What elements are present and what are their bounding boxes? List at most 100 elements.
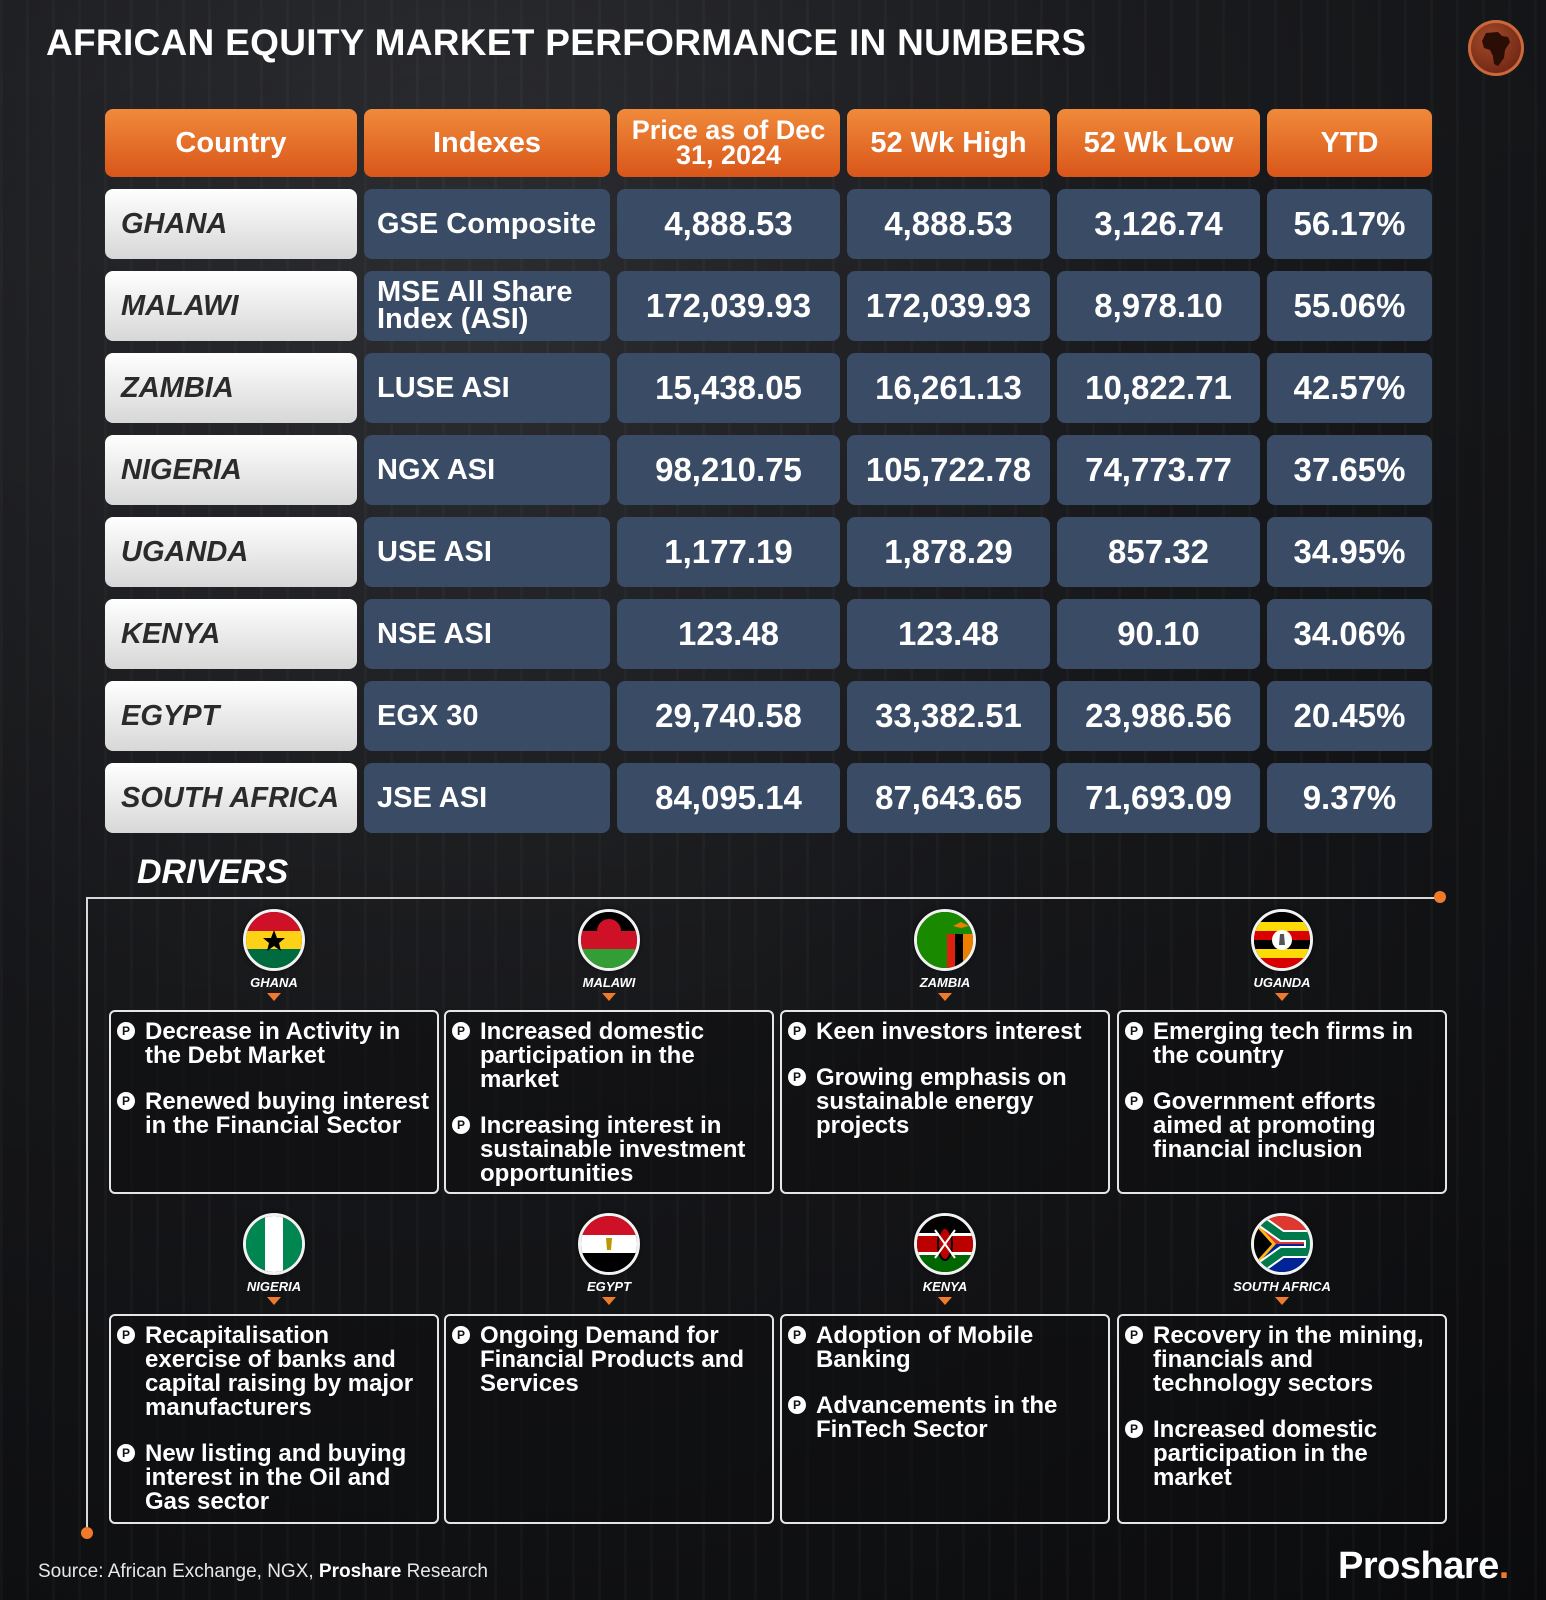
- malawi-flag-icon: [578, 909, 640, 971]
- driver-header-nigeria: NIGERIA: [204, 1213, 344, 1305]
- header-country: Country: [105, 109, 357, 177]
- table-row: GHANA GSE Composite 4,888.53 4,888.53 3,126.…: [105, 189, 1432, 259]
- high-cell: 123.48: [847, 599, 1050, 669]
- page-title: AFRICAN EQUITY MARKET PERFORMANCE IN NUM…: [46, 22, 1087, 63]
- driver-box-egypt: P Ongoing Demand for Financial Products a…: [444, 1314, 774, 1524]
- driver-point: P Advancements in the FinTech Sector: [788, 1394, 1102, 1442]
- driver-box-zambia: P Keen investors interest P Growing emphasi…: [780, 1010, 1110, 1194]
- driver-box-nigeria: P Recapitalisation exercise of banks and …: [109, 1314, 439, 1524]
- driver-point: P Increasing interest in sustainable inve…: [452, 1114, 766, 1186]
- frame-start-dot: [81, 1527, 93, 1539]
- caret-down-icon: [1275, 993, 1289, 1001]
- driver-point: P Recapitalisation exercise of banks and …: [117, 1324, 431, 1420]
- proshare-bullet-icon: P: [452, 1326, 470, 1344]
- africa-logo-icon: [1468, 20, 1524, 76]
- proshare-bullet-icon: P: [788, 1022, 806, 1040]
- drivers-title: DRIVERS: [137, 853, 289, 891]
- price-cell: 123.48: [617, 599, 840, 669]
- driver-point-text: Growing emphasis on sustainable energy p…: [816, 1064, 1067, 1139]
- country-cell: GHANA: [105, 189, 357, 259]
- price-cell: 4,888.53: [617, 189, 840, 259]
- source-note: Source: African Exchange, NGX, Proshare …: [38, 1561, 488, 1583]
- proshare-bullet-icon: P: [788, 1396, 806, 1414]
- price-cell: 15,438.05: [617, 353, 840, 423]
- low-cell: 8,978.10: [1057, 271, 1260, 341]
- price-cell: 98,210.75: [617, 435, 840, 505]
- header-indexes: Indexes: [364, 109, 610, 177]
- ytd-cell: 37.65%: [1267, 435, 1432, 505]
- brand-name: Proshare: [1338, 1545, 1499, 1587]
- table-row: ZAMBIA LUSE ASI 15,438.05 16,261.13 10,822.7…: [105, 353, 1432, 423]
- driver-point-text: Government efforts aimed at promoting fi…: [1153, 1088, 1376, 1163]
- driver-country-label: KENYA: [922, 1279, 968, 1294]
- driver-point: P Government efforts aimed at promoting f…: [1125, 1090, 1439, 1162]
- table-row: NIGERIA NGX ASI 98,210.75 105,722.78 74,773.…: [105, 435, 1432, 505]
- driver-point-text: Increased domestic participation in the …: [1153, 1416, 1378, 1491]
- driver-point-text: Keen investors interest: [816, 1018, 1082, 1045]
- high-cell: 172,039.93: [847, 271, 1050, 341]
- high-cell: 16,261.13: [847, 353, 1050, 423]
- ytd-cell: 34.06%: [1267, 599, 1432, 669]
- index-cell: NGX ASI: [364, 435, 610, 505]
- driver-point: P Increased domestic participation in the…: [452, 1020, 766, 1092]
- caret-down-icon: [602, 1297, 616, 1305]
- source-bold: Proshare: [318, 1561, 402, 1582]
- high-cell: 4,888.53: [847, 189, 1050, 259]
- proshare-bullet-icon: P: [1125, 1326, 1143, 1344]
- driver-box-ghana: P Decrease in Activity in the Debt Market…: [109, 1010, 439, 1194]
- driver-country-label: EGYPT: [586, 1279, 632, 1294]
- country-cell: SOUTH AFRICA: [105, 763, 357, 833]
- proshare-bullet-icon: P: [788, 1068, 806, 1086]
- proshare-bullet-icon: P: [117, 1092, 135, 1110]
- driver-point: P Keen investors interest: [788, 1020, 1102, 1044]
- index-cell: JSE ASI: [364, 763, 610, 833]
- ytd-cell: 34.95%: [1267, 517, 1432, 587]
- index-cell: USE ASI: [364, 517, 610, 587]
- table-header-row: Country Indexes Price as of Dec 31, 2024…: [105, 109, 1432, 177]
- price-cell: 84,095.14: [617, 763, 840, 833]
- driver-header-malawi: MALAWI: [539, 909, 679, 1001]
- high-cell: 105,722.78: [847, 435, 1050, 505]
- driver-point-text: Emerging tech firms in the country: [1153, 1018, 1414, 1069]
- price-cell: 1,177.19: [617, 517, 840, 587]
- driver-country-label: SOUTH AFRICA: [1233, 1279, 1331, 1294]
- high-cell: 87,643.65: [847, 763, 1050, 833]
- frame-end-dot: [1434, 891, 1446, 903]
- driver-country-label: ZAMBIA: [919, 975, 971, 990]
- country-cell: EGYPT: [105, 681, 357, 751]
- driver-point-text: Advancements in the FinTech Sector: [816, 1392, 1058, 1443]
- table-row: UGANDA USE ASI 1,177.19 1,878.29 857.32 34.95…: [105, 517, 1432, 587]
- driver-point-text: Increasing interest in sustainable inves…: [480, 1112, 746, 1187]
- drivers-frame-top: [86, 897, 1440, 899]
- header-52wk-low: 52 Wk Low: [1057, 109, 1260, 177]
- proshare-bullet-icon: P: [452, 1022, 470, 1040]
- low-cell: 10,822.71: [1057, 353, 1260, 423]
- driver-country-label: GHANA: [250, 975, 298, 990]
- driver-header-kenya: KENYA: [875, 1213, 1015, 1305]
- driver-point-text: Renewed buying interest in the Financial…: [145, 1088, 430, 1139]
- index-cell: NSE ASI: [364, 599, 610, 669]
- egypt-flag-icon: [578, 1213, 640, 1275]
- proshare-bullet-icon: P: [788, 1326, 806, 1344]
- brand-dot: .: [1498, 1545, 1510, 1587]
- driver-country-label: UGANDA: [1253, 975, 1311, 990]
- driver-point-text: Increased domestic participation in the …: [480, 1018, 705, 1093]
- driver-point: P Renewed buying interest in the Financia…: [117, 1090, 431, 1138]
- caret-down-icon: [938, 1297, 952, 1305]
- driver-point: P Decrease in Activity in the Debt Market: [117, 1020, 431, 1068]
- driver-point: P Ongoing Demand for Financial Products a…: [452, 1324, 766, 1396]
- index-cell: MSE All Share Index (ASI): [364, 271, 610, 341]
- low-cell: 71,693.09: [1057, 763, 1260, 833]
- table-row: SOUTH AFRICA JSE ASI 84,095.14 87,643.65 71,…: [105, 763, 1432, 833]
- driver-point: P Emerging tech firms in the country: [1125, 1020, 1439, 1068]
- proshare-bullet-icon: P: [1125, 1420, 1143, 1438]
- proshare-bullet-icon: P: [1125, 1022, 1143, 1040]
- driver-header-zambia: ZAMBIA: [875, 909, 1015, 1001]
- driver-point: P Increased domestic participation in the…: [1125, 1418, 1439, 1490]
- table-body: GHANA GSE Composite 4,888.53 4,888.53 3,126.…: [105, 189, 1432, 833]
- driver-header-ghana: GHANA: [204, 909, 344, 1001]
- driver-header-uganda: UGANDA: [1212, 909, 1352, 1001]
- driver-country-label: NIGERIA: [246, 1279, 302, 1294]
- proshare-bullet-icon: P: [117, 1022, 135, 1040]
- header-price: Price as of Dec 31, 2024: [617, 109, 840, 177]
